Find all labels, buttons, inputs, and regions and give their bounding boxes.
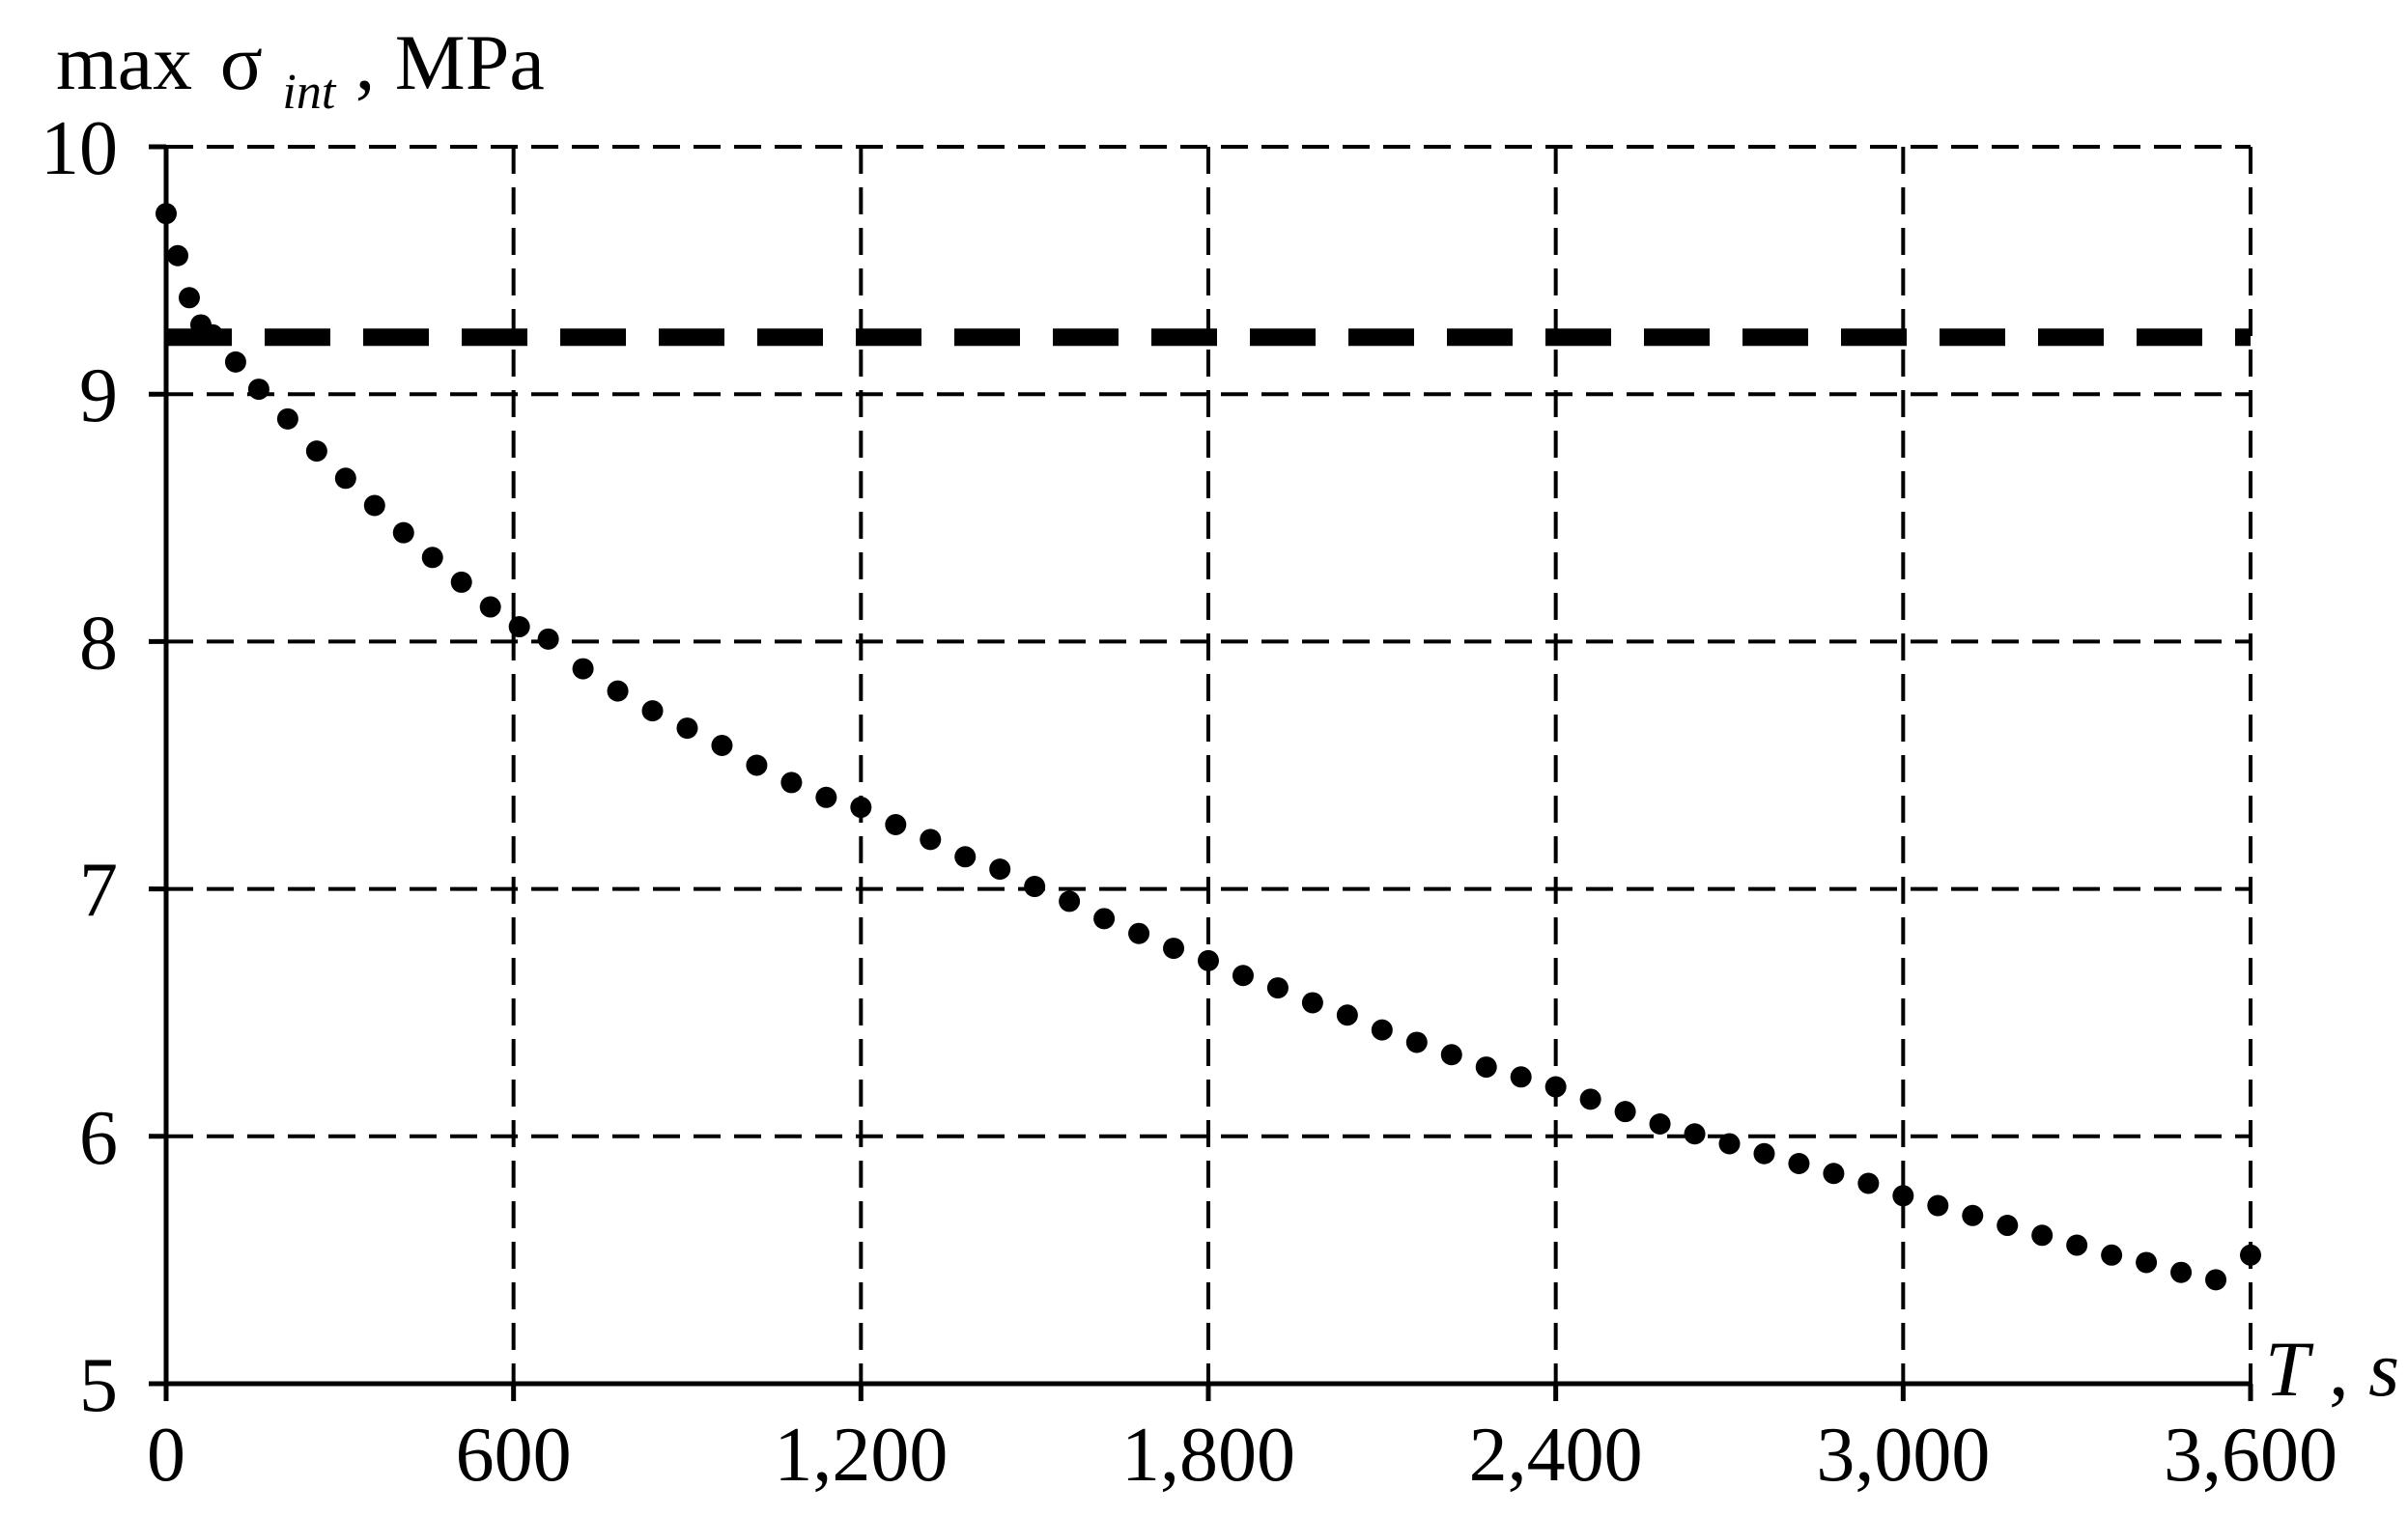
data-point — [954, 846, 977, 868]
data-point — [276, 407, 298, 430]
data-point — [1059, 890, 1081, 912]
y-axis-title-prefix: max — [56, 18, 192, 106]
data-point — [450, 571, 472, 593]
x-axis-title-separator: , — [2329, 1325, 2368, 1413]
data-point — [479, 596, 501, 618]
data-point — [392, 521, 414, 544]
y-axis-title-subscript: int — [282, 65, 336, 120]
y-tick-label: 6 — [79, 1096, 118, 1181]
x-tick-label: 600 — [456, 1413, 572, 1498]
data-point — [1093, 908, 1116, 930]
data-point — [711, 735, 733, 757]
y-axis-title-separator: , — [355, 18, 395, 106]
data-point — [676, 717, 698, 740]
data-point — [1440, 1044, 1462, 1066]
data-point — [1718, 1133, 1741, 1155]
data-point — [1823, 1163, 1845, 1185]
data-point — [2205, 1269, 2227, 1291]
y-tick-label: 9 — [79, 353, 118, 438]
x-tick-label: 3,000 — [1816, 1413, 1990, 1498]
x-tick-label: 3,600 — [2164, 1413, 2337, 1498]
data-point — [305, 440, 327, 463]
grid — [166, 145, 2252, 1384]
data-point — [1788, 1152, 1810, 1174]
data-point — [1684, 1123, 1706, 1145]
data-point — [780, 772, 803, 794]
data-point — [885, 813, 907, 835]
data-point — [1927, 1194, 1949, 1217]
data-point — [1024, 876, 1046, 898]
y-tick-label: 7 — [79, 849, 118, 934]
plot-area — [156, 203, 2261, 1291]
data-point — [1997, 1215, 2019, 1237]
data-point — [1962, 1204, 1984, 1226]
data-point — [920, 828, 942, 851]
data-point — [1857, 1172, 1880, 1194]
data-point — [363, 494, 385, 517]
y-tick-label: 5 — [79, 1343, 118, 1428]
data-point — [1128, 922, 1150, 944]
data-point — [1614, 1101, 1636, 1123]
data-point — [1405, 1031, 1428, 1053]
data-point — [508, 616, 530, 638]
data-point — [1371, 1019, 1393, 1041]
x-axis-title-variable: T — [2265, 1325, 2314, 1413]
data-point — [1475, 1056, 1497, 1079]
data-point — [2240, 1244, 2261, 1266]
data-point — [850, 797, 872, 819]
data-point — [2170, 1261, 2193, 1283]
y-axis-title-symbol: σ — [220, 18, 263, 106]
y-tick-label: 8 — [79, 601, 118, 686]
data-point — [1198, 949, 1219, 971]
x-axis-title-unit: s — [2368, 1325, 2399, 1413]
data-point — [1579, 1088, 1601, 1110]
data-point — [2066, 1234, 2088, 1256]
x-axis-title: T , s — [2265, 1325, 2399, 1413]
data-point — [815, 786, 837, 808]
x-tick-label: 1,800 — [1121, 1413, 1295, 1498]
data-point — [1510, 1066, 1532, 1088]
x-tick-label: 0 — [147, 1413, 185, 1498]
data-point — [1892, 1185, 1914, 1207]
data-point — [1336, 1004, 1358, 1026]
data-point — [334, 467, 356, 490]
x-tick-label: 1,200 — [774, 1413, 948, 1498]
data-point — [2101, 1244, 2123, 1266]
data-point — [2031, 1224, 2054, 1247]
data-point — [746, 754, 768, 776]
data-point — [1544, 1076, 1567, 1098]
data-point — [247, 379, 269, 401]
data-point — [224, 351, 246, 373]
data-point — [572, 658, 594, 680]
data-point — [178, 287, 200, 309]
data-point — [1266, 977, 1289, 999]
data-point — [421, 547, 443, 569]
data-point — [641, 700, 664, 722]
data-point — [607, 680, 629, 702]
data-point — [1649, 1112, 1671, 1135]
y-tick-label: 10 — [41, 106, 118, 191]
data-point — [1753, 1142, 1775, 1165]
x-tick-label: 2,400 — [1469, 1413, 1643, 1498]
data-point — [989, 858, 1011, 881]
y-axis-title-unit: MPa — [395, 18, 545, 106]
ticks: 0 600 1,200 1,800 2,400 3,000 3,600 5 6 7 8 9 10 — [41, 106, 2337, 1498]
data-point — [1232, 965, 1254, 987]
data-point — [1301, 992, 1323, 1014]
data-point — [2136, 1251, 2158, 1274]
data-point — [1163, 938, 1185, 960]
y-axis-title: max σ int , MPa — [56, 18, 545, 126]
data-point — [537, 628, 559, 650]
data-point — [166, 244, 188, 267]
data-point — [156, 203, 177, 225]
